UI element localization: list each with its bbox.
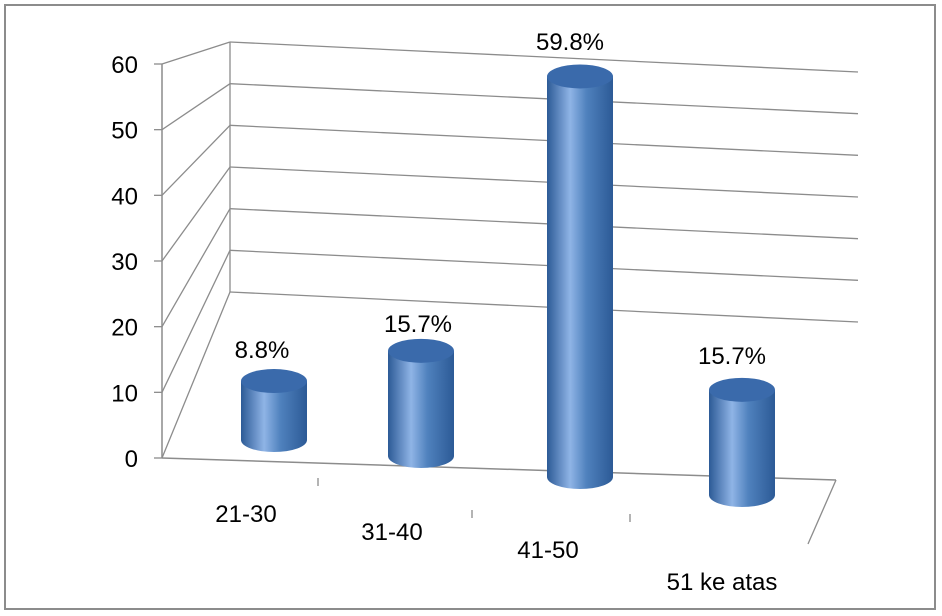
side-gridline bbox=[161, 41, 231, 65]
data-label: 15.7% bbox=[384, 311, 452, 338]
category-label: 31-40 bbox=[361, 519, 422, 546]
data-label: 8.8% bbox=[235, 337, 290, 364]
bar bbox=[388, 350, 454, 468]
side-gridline bbox=[161, 208, 231, 327]
y-tick-label: 10 bbox=[111, 380, 138, 407]
y-tick-label: 0 bbox=[125, 446, 138, 473]
category-label: 51 ke atas bbox=[667, 569, 778, 596]
y-tick-label: 40 bbox=[111, 183, 138, 210]
back-gridline bbox=[229, 291, 859, 323]
bar-top bbox=[388, 338, 454, 363]
back-gridline bbox=[229, 249, 859, 281]
side-gridline bbox=[161, 124, 231, 196]
back-gridline bbox=[229, 41, 859, 73]
bar-top bbox=[241, 369, 307, 394]
side-gridline bbox=[161, 166, 231, 262]
y-tick-label: 30 bbox=[111, 249, 138, 276]
category-label: 21-30 bbox=[215, 501, 276, 528]
floor-right-edge bbox=[807, 479, 837, 545]
y-tick-label: 20 bbox=[111, 315, 138, 342]
side-gridline bbox=[161, 291, 231, 459]
chart-frame bbox=[4, 4, 936, 610]
y-tick-label: 60 bbox=[111, 52, 138, 79]
bar bbox=[709, 389, 775, 507]
bar-top bbox=[547, 64, 613, 89]
data-label: 59.8% bbox=[536, 29, 604, 56]
back-gridline bbox=[229, 124, 859, 156]
back-gridline bbox=[229, 208, 859, 240]
side-gridline bbox=[161, 250, 231, 393]
back-gridline bbox=[229, 166, 859, 198]
bar bbox=[547, 76, 613, 490]
category-label: 41-50 bbox=[517, 537, 578, 564]
y-tick-label: 50 bbox=[111, 118, 138, 145]
side-gridline bbox=[161, 83, 231, 131]
data-label: 15.7% bbox=[698, 343, 766, 370]
back-gridline bbox=[229, 83, 859, 115]
bar-top bbox=[709, 377, 775, 402]
bar bbox=[241, 381, 307, 452]
